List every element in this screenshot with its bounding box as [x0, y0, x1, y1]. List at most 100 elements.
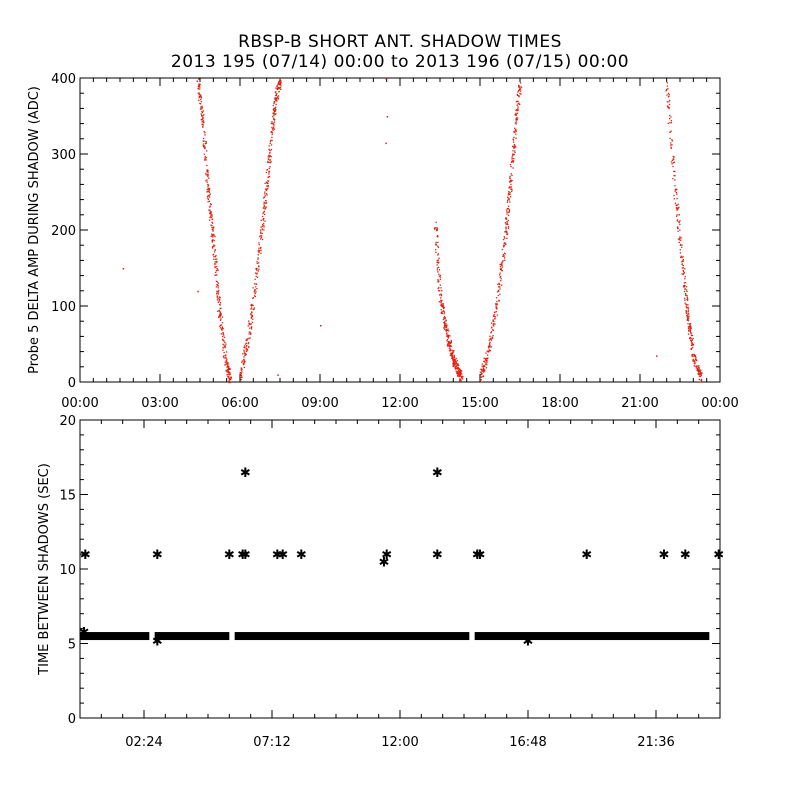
data-point	[219, 302, 222, 304]
data-point	[257, 250, 259, 252]
data-point	[455, 366, 457, 368]
data-point	[446, 338, 449, 341]
data-point	[244, 343, 247, 345]
data-point	[515, 109, 518, 111]
data-point	[677, 203, 679, 206]
data-point	[668, 106, 670, 109]
data-point	[482, 370, 484, 372]
data-point	[676, 193, 678, 195]
data-point	[248, 322, 250, 324]
data-point	[684, 284, 686, 287]
data-point	[517, 100, 519, 103]
data-point	[207, 195, 209, 197]
data-point	[438, 294, 441, 296]
data-point	[502, 244, 505, 247]
data-point	[699, 381, 701, 383]
data-point	[689, 328, 691, 330]
data-point	[675, 204, 677, 206]
data-point	[208, 191, 211, 194]
data-point	[689, 323, 692, 325]
data-point	[262, 212, 264, 215]
data-point	[459, 370, 462, 373]
data-point	[248, 345, 250, 348]
data-point	[253, 308, 255, 310]
data-point	[258, 242, 260, 244]
data-point	[268, 175, 271, 178]
data-point	[701, 372, 703, 374]
data-point	[249, 323, 251, 325]
data-point	[504, 222, 507, 224]
data-point	[511, 189, 513, 191]
data-point	[246, 349, 249, 351]
data-point	[442, 304, 444, 306]
data-point	[242, 363, 245, 365]
data-point	[459, 368, 461, 371]
data-point	[680, 255, 683, 257]
data-point	[228, 381, 230, 384]
data-point	[684, 293, 687, 295]
data-point	[500, 275, 502, 278]
data-point	[198, 93, 200, 96]
data-point	[253, 291, 255, 293]
data-point	[214, 258, 217, 260]
data-point	[217, 269, 219, 271]
data-point	[438, 257, 440, 259]
data-point	[515, 109, 517, 112]
data-point	[273, 128, 276, 130]
data-point	[276, 85, 278, 87]
data-point	[507, 226, 510, 228]
data-point	[207, 197, 209, 199]
data-point	[208, 209, 210, 211]
data-point	[245, 353, 247, 356]
data-point	[501, 266, 503, 268]
data-point	[506, 221, 508, 223]
data-point	[449, 344, 452, 347]
data-point	[513, 143, 516, 146]
data-point	[209, 212, 212, 214]
data-point	[698, 378, 700, 381]
data-point	[228, 372, 230, 374]
data-point	[213, 258, 215, 260]
data-point	[699, 371, 701, 373]
data-point	[495, 297, 498, 299]
data-point	[449, 352, 452, 355]
data-point	[678, 221, 680, 223]
data-point	[443, 312, 445, 315]
data-point	[518, 102, 520, 104]
data-point	[254, 292, 256, 295]
y-tick-label: 10	[59, 563, 76, 578]
data-point	[202, 140, 204, 142]
data-point	[254, 295, 256, 298]
data-point	[510, 186, 513, 188]
data-point	[673, 198, 676, 200]
data-point	[224, 346, 226, 349]
data-point	[205, 142, 207, 145]
data-point	[250, 316, 253, 319]
data-point	[682, 256, 684, 258]
data-point	[692, 343, 695, 346]
data-point	[459, 380, 461, 382]
data-point	[225, 370, 227, 372]
y-tick-label: 0	[68, 376, 76, 391]
data-point	[670, 116, 672, 118]
data-point	[201, 108, 203, 110]
data-point	[205, 172, 207, 175]
data-point	[513, 145, 515, 147]
data-point	[245, 346, 247, 348]
data-point	[445, 319, 447, 321]
data-point	[504, 259, 506, 261]
data-point	[684, 276, 686, 278]
data-point	[683, 290, 686, 293]
data-point	[263, 196, 266, 198]
data-point	[512, 139, 515, 141]
data-point: ✱	[379, 556, 390, 571]
data-point	[670, 142, 672, 144]
data-point	[671, 144, 673, 146]
data-point	[202, 117, 204, 119]
data-point	[206, 150, 208, 152]
data-point	[200, 100, 202, 103]
data-point	[453, 354, 455, 357]
data-point	[686, 312, 688, 315]
data-point	[508, 199, 510, 201]
data-point	[437, 245, 439, 247]
